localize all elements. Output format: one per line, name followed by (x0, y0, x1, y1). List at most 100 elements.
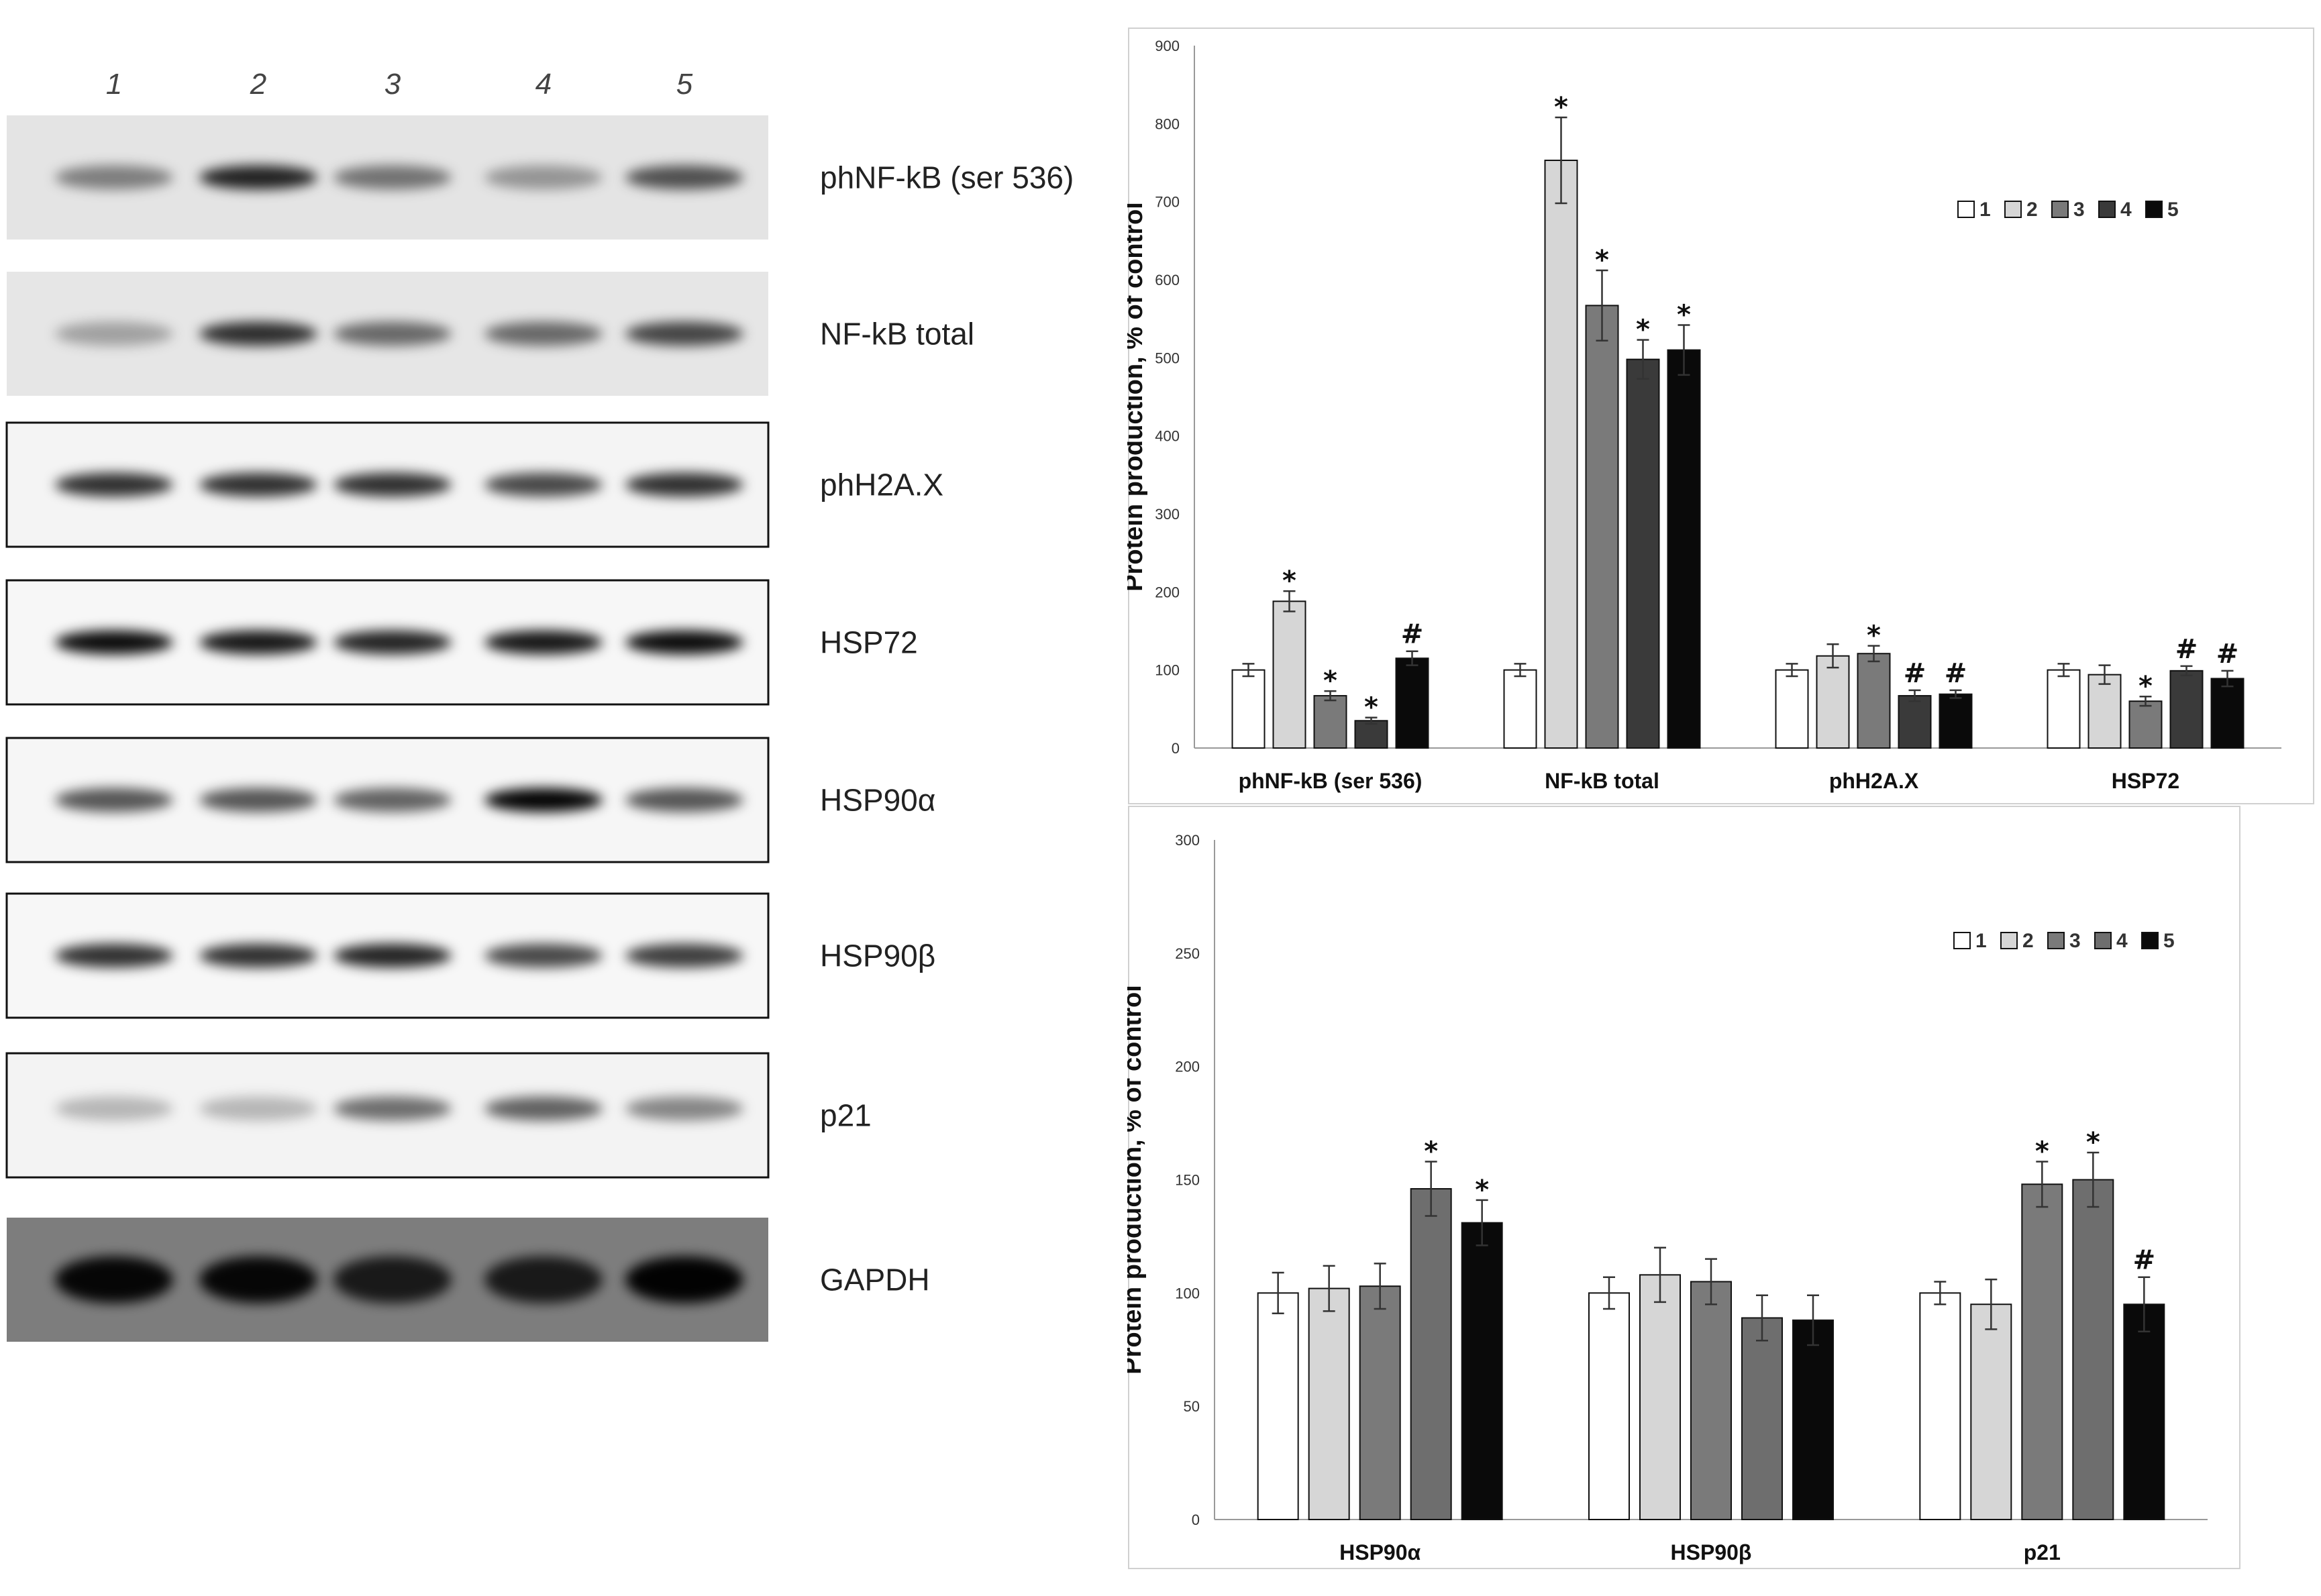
error-bar (1949, 689, 1962, 699)
bar (1410, 1188, 1452, 1520)
bar (2047, 669, 2081, 749)
bar (1354, 720, 1388, 749)
blot-band (55, 1256, 173, 1304)
error-bar (1323, 1265, 1335, 1312)
error-bar (1637, 339, 1649, 380)
bar (1939, 693, 1973, 749)
y-axis-label: Protein production, % of control (1127, 202, 1148, 592)
error-bar (1425, 1161, 1437, 1217)
bar (1775, 669, 1809, 749)
blot-band (484, 943, 603, 968)
legend-label: 1 (1979, 199, 1991, 221)
bar (1898, 695, 1932, 749)
bar (1741, 1317, 1783, 1521)
bar (2072, 1179, 2114, 1520)
blot-band (199, 1256, 317, 1304)
blot-band (199, 943, 317, 968)
bar (1667, 349, 1701, 749)
error-bar (1654, 1246, 1666, 1304)
blot-band (333, 1096, 452, 1121)
legend-swatch (2047, 932, 2065, 949)
bar (2128, 700, 2163, 749)
blot-band (199, 630, 317, 655)
blot-band (484, 165, 603, 190)
error-bar (2138, 1276, 2151, 1332)
bar (1257, 1292, 1299, 1520)
category-label: p21 (2024, 1540, 2061, 1564)
error-bar (1867, 645, 1880, 663)
significance-asterisk: * (1554, 92, 1568, 123)
y-tick-label: 800 (1155, 115, 1180, 132)
blot-band (333, 165, 452, 190)
error-bar (1324, 690, 1337, 702)
blot-band (484, 1256, 603, 1304)
blot-band (199, 1096, 317, 1121)
error-bar (2221, 670, 2234, 688)
blot-band (625, 788, 743, 812)
blot-band (55, 1096, 173, 1121)
error-bar (2057, 663, 2070, 678)
lane-number-4: 4 (535, 68, 552, 101)
significance-asterisk: * (1595, 245, 1609, 276)
blot-row-label: HSP90β (820, 939, 935, 973)
bar (1792, 1319, 1834, 1520)
blot-band (55, 321, 173, 346)
bar (1690, 1281, 1732, 1520)
legend: 1 2 3 4 5 (1953, 930, 2175, 952)
y-tick-label: 100 (1155, 662, 1180, 679)
blot-band (484, 788, 603, 812)
blot-band (625, 165, 743, 190)
y-tick-label: 100 (1175, 1285, 1200, 1301)
blot-band (333, 788, 452, 812)
legend: 1 2 3 4 5 (1957, 199, 2179, 221)
significance-asterisk: * (1867, 621, 1881, 651)
significance-asterisk: * (2086, 1127, 2100, 1158)
blot-band (484, 321, 603, 346)
blot-row: HSP90α (5, 737, 935, 863)
bar (1626, 358, 1660, 749)
lane-number-5: 5 (676, 68, 693, 101)
blot-row-label: phNF-kB (ser 536) (820, 160, 1074, 195)
bar (1308, 1287, 1350, 1521)
error-bar (1705, 1258, 1717, 1306)
blot-band (625, 321, 743, 346)
legend-label: 2 (2022, 930, 2034, 952)
error-bar (1374, 1263, 1386, 1310)
bar (1639, 1274, 1681, 1520)
legend-swatch (1957, 201, 1975, 218)
bar-chart-top: 0 100 200 300 400 500 600 700 800 900 Protein prod… (1127, 28, 2314, 804)
blot-row: HSP72 (5, 579, 918, 706)
significance-asterisk: * (2138, 671, 2153, 702)
significance-hash: # (2133, 1245, 2156, 1276)
bar (1588, 1292, 1630, 1520)
blot-band (55, 630, 173, 655)
error-bar (1555, 116, 1567, 205)
blot-row-label: HSP72 (820, 625, 918, 660)
error-bar (1406, 650, 1419, 666)
chart-frame (1128, 28, 2314, 804)
y-axis-label: Protein production, % of control (1127, 985, 1147, 1375)
error-bar (1476, 1199, 1488, 1246)
error-bar (1756, 1294, 1768, 1342)
y-tick-label: 900 (1155, 38, 1180, 54)
y-tick-label: 300 (1175, 832, 1200, 849)
bar (1395, 657, 1429, 749)
category-label: phNF-kB (ser 536) (1239, 769, 1423, 793)
significance-hash: # (1904, 658, 1926, 689)
significance-hash: # (1945, 658, 1967, 689)
error-bar (1826, 643, 1839, 669)
legend-label: 2 (2026, 199, 2038, 221)
blot-band (333, 321, 452, 346)
blot-row-label: phH2A.X (820, 468, 943, 502)
significance-asterisk: * (1364, 692, 1378, 723)
category-label: phH2A.X (1829, 769, 1919, 793)
bar (1970, 1304, 2012, 1520)
blot-band (484, 472, 603, 497)
bar (1585, 305, 1619, 749)
legend-swatch (2004, 201, 2022, 218)
bar-chart-bottom: 0 50 100 150 200 250 300 Protein production, % … (1127, 806, 2240, 1569)
blot-row-label: HSP90α (820, 783, 935, 818)
category-label: HSP90β (1671, 1540, 1752, 1564)
legend-label: 3 (2073, 199, 2085, 221)
significance-hash: # (1401, 619, 1424, 650)
